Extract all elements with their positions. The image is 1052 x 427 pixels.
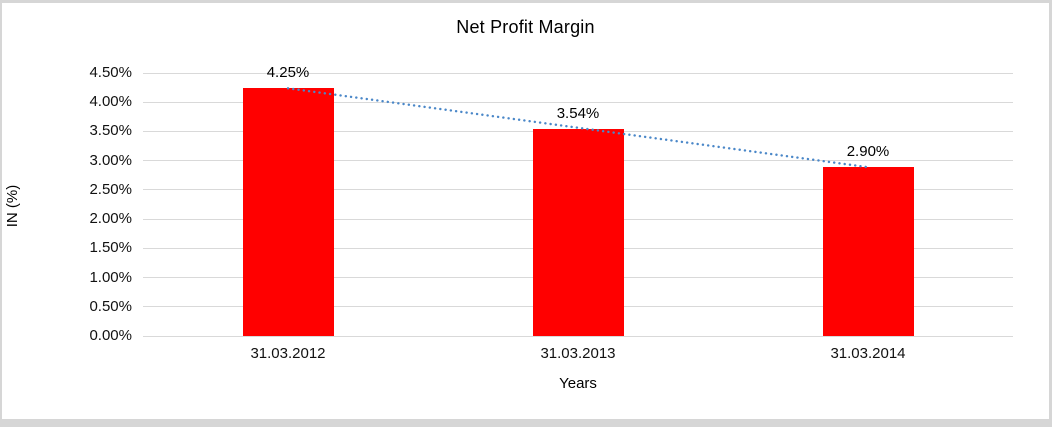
y-axis-tick-label: 0.00% [89, 327, 132, 344]
x-axis-title: Years [559, 375, 597, 392]
y-axis-tick-label: 4.00% [89, 93, 132, 111]
x-axis-tick-label: 31.03.2012 [250, 345, 326, 362]
bar-data-label: 4.25% [266, 63, 310, 81]
y-axis-title: IN (%) [4, 184, 21, 228]
bar-31.03.2012 [242, 87, 334, 336]
y-gridline [143, 335, 1013, 337]
chart-title: Net Profit Margin [456, 17, 595, 37]
x-axis-tick-label: 31.03.2014 [830, 345, 906, 362]
bar-data-label: 3.54% [556, 105, 600, 123]
y-axis-tick-label: 2.50% [89, 180, 132, 198]
y-gridline [143, 72, 1013, 74]
bar-data-label: 2.90% [846, 142, 890, 160]
y-axis-tick-label: 4.50% [89, 64, 132, 81]
y-axis-tick-label: 0.50% [89, 297, 132, 315]
bar-31.03.2013 [532, 129, 624, 336]
y-axis-tick-label: 3.00% [89, 151, 132, 169]
x-axis-tick-label: 31.03.2013 [540, 345, 616, 362]
y-axis-tick-label: 2.00% [89, 210, 132, 228]
y-axis-tick-label: 1.00% [89, 268, 132, 286]
y-axis-tick-label: 1.50% [89, 239, 132, 257]
y-axis-tick-label: 3.50% [89, 122, 132, 140]
bar-31.03.2014 [822, 166, 914, 336]
